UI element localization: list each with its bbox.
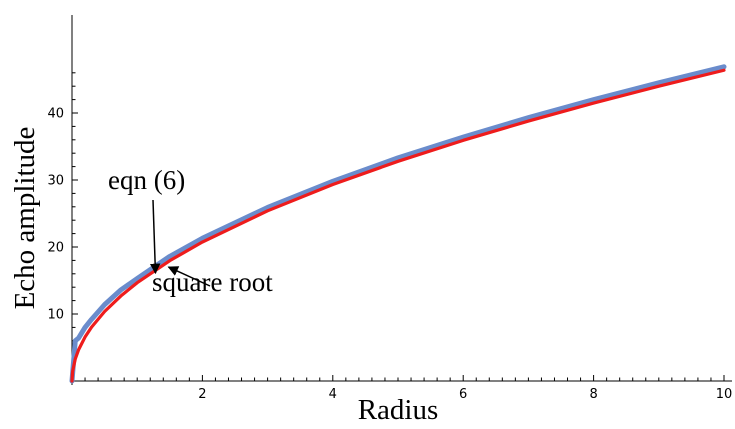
x-tick-label: 6 <box>459 387 467 402</box>
annotation-sqrt-label: square root <box>152 267 273 297</box>
y-tick-label: 40 <box>47 107 64 122</box>
y-tick-label: 20 <box>47 241 64 256</box>
y-tick-label: 10 <box>47 308 64 323</box>
x-tick-label: 10 <box>716 387 733 402</box>
annotation-sqrt-arrow <box>167 266 211 287</box>
annotation-eqn-label: eqn (6) <box>108 165 185 195</box>
axes: 2 4 6 8 10 10 20 30 40 <box>47 15 732 402</box>
x-tick-label: 8 <box>589 387 597 402</box>
y-tick-label: 30 <box>47 174 64 189</box>
annotation-eqn-arrow <box>149 199 161 275</box>
y-axis-title: Echo amplitude <box>9 127 41 310</box>
x-tick-label: 2 <box>198 387 206 402</box>
series-line-2 <box>70 68 726 383</box>
series-layer <box>69 64 727 384</box>
annotations-layer: eqn (6) square root <box>108 165 273 297</box>
x-tick-label: 4 <box>329 387 337 402</box>
x-axis-title: Radius <box>358 394 439 426</box>
series-line-1 <box>69 64 727 384</box>
